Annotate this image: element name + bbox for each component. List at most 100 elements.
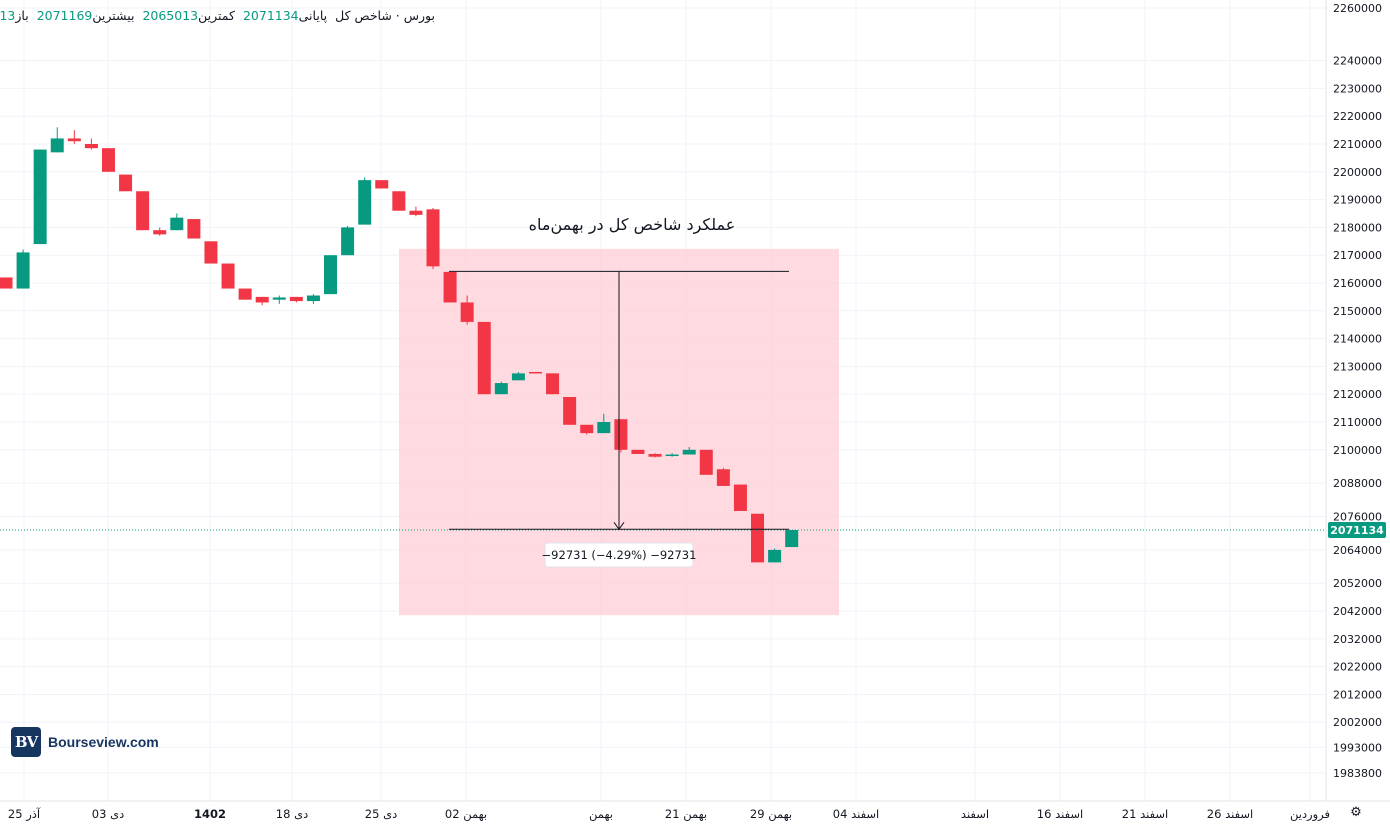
candle (119, 174, 133, 192)
candles (0, 127, 799, 563)
price-tick-label: 2064000 (1333, 544, 1382, 557)
candle (238, 288, 252, 300)
logo-mark: BV (11, 727, 41, 757)
time-tick-label: 18 دی (276, 807, 308, 821)
candle-body (272, 297, 286, 300)
legend-open-label: باز (15, 8, 29, 23)
candle (341, 226, 355, 256)
candle-body (221, 263, 235, 289)
candle-body (699, 449, 713, 475)
candle (733, 484, 747, 511)
candle-body (716, 469, 730, 486)
time-tick-label: 25 آذر (8, 807, 41, 822)
arrow-down-icon (613, 522, 625, 531)
price-tick-label: 2052000 (1333, 577, 1382, 590)
price-tick-label: 2130000 (1333, 360, 1382, 373)
price-tick-label: 2088000 (1333, 477, 1382, 490)
candle (546, 373, 560, 395)
candle (358, 177, 372, 225)
candle-body (477, 321, 491, 395)
measure-tool[interactable]: −92731 (−4.29%) −92731 (449, 270, 789, 568)
candle (511, 371, 525, 381)
candle-body (306, 295, 320, 302)
candle (187, 219, 201, 239)
price-tick-label: 2076000 (1333, 511, 1382, 524)
price-tick-label: 2230000 (1333, 82, 1382, 95)
candle (751, 513, 765, 563)
candle-body (136, 191, 150, 231)
gear-icon[interactable]: ⚙ (1350, 805, 1362, 820)
candle-body (631, 449, 645, 454)
price-tick-label: 2120000 (1333, 388, 1382, 401)
candle-body (119, 174, 133, 192)
price-axis[interactable]: 2260000 2240000 2230000 2220000 2210000 22000… (1325, 0, 1386, 801)
candle (136, 191, 150, 231)
legend-low-value: 2065013 (142, 8, 199, 23)
candle (170, 213, 184, 231)
time-tick-label: 29 بهمن (750, 807, 792, 822)
candle-body (324, 255, 338, 295)
candle-body (665, 454, 679, 457)
bourseview-logo[interactable]: BV Bourseview.com (11, 727, 159, 757)
candle-body (546, 373, 560, 395)
price-tick-label: 2140000 (1333, 333, 1382, 346)
candle (665, 453, 679, 457)
candle-body (443, 271, 457, 303)
price-tick-label: 1983800 (1333, 767, 1382, 780)
price-tick-label: 1993000 (1333, 741, 1382, 754)
candle-body (392, 191, 406, 211)
legend-high-value: 2071169 (36, 8, 93, 23)
candle (648, 453, 662, 458)
candle (528, 371, 542, 374)
price-tick-label: 2220000 (1333, 110, 1382, 123)
candle-body (511, 373, 525, 381)
candle (324, 255, 338, 295)
time-axis[interactable]: 25 آذر 03 دی 1402 18 دی 25 دی 02 بهمن بهمن 21 ب… (0, 800, 1390, 822)
candle (409, 206, 423, 217)
price-tick-label: 2100000 (1333, 444, 1382, 457)
legend-close-value: 2071134 (242, 8, 299, 23)
candle-body (255, 296, 269, 303)
time-tick-label: بهمن (589, 807, 613, 822)
candle (204, 241, 218, 264)
candle (785, 529, 799, 548)
candle-body (16, 252, 30, 289)
price-tick-label: 2110000 (1333, 416, 1382, 429)
candle-body (238, 288, 252, 300)
time-tick-label: 21 اسفند (1122, 807, 1168, 821)
candle-body (187, 219, 201, 239)
legend-open-value: 2065013 (0, 8, 16, 23)
legend-bar: بورس · شاخص کلپایانی2071134کمترین2065013… (0, 8, 435, 23)
candle-body (84, 144, 98, 149)
candle (768, 548, 782, 563)
candle (494, 381, 508, 395)
candle-body (204, 241, 218, 264)
candle (392, 191, 406, 211)
annotation-title[interactable]: عملکرد شاخص کل در بهمن‌ماه (529, 215, 736, 235)
candle-body (50, 138, 64, 153)
candle-body (426, 209, 440, 267)
candle (426, 207, 440, 270)
price-tick-label: 2190000 (1333, 194, 1382, 207)
legend-symbol[interactable]: بورس · شاخص کل (335, 8, 435, 23)
candle-body (409, 210, 423, 215)
candle-body (751, 513, 765, 563)
time-tick-label: 25 دی (365, 807, 397, 821)
price-tick-label: 2200000 (1333, 166, 1382, 179)
candle (443, 271, 457, 303)
time-tick-label: 26 اسفند (1207, 807, 1253, 821)
candle (716, 467, 730, 486)
candle (580, 424, 594, 435)
price-tick-label: 2150000 (1333, 305, 1382, 318)
last-price-badge (1328, 522, 1386, 539)
candle-body (153, 230, 167, 235)
candle (375, 180, 389, 189)
price-tick-label: 2170000 (1333, 249, 1382, 262)
candle (597, 413, 611, 434)
candle-body (580, 424, 594, 434)
candle-body (170, 217, 184, 231)
candle-body (375, 180, 389, 189)
candle (563, 396, 577, 425)
candle-body (597, 422, 611, 434)
